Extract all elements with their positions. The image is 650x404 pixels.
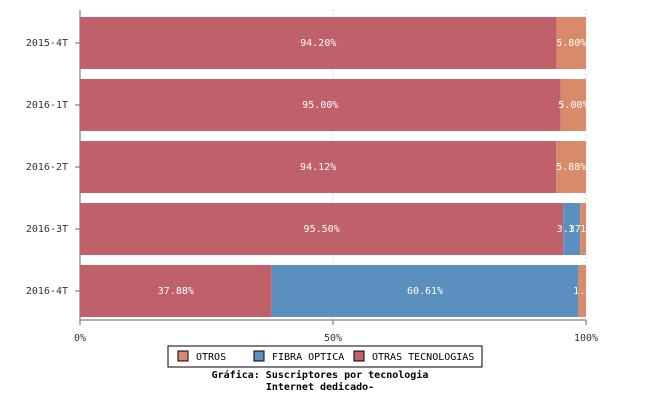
legend-swatch [253, 350, 265, 362]
bar-segment [80, 203, 564, 255]
bar-segment [556, 17, 586, 69]
bar-segment [80, 141, 557, 193]
y-tick-label: 2015-4T [26, 38, 68, 49]
data-label: 94.20% [300, 38, 336, 49]
data-label: 3.37% [557, 224, 587, 235]
bar-segment [271, 265, 579, 317]
chart-title: Gráfica: Suscriptores por tecnologia [212, 369, 429, 381]
bar-segment [578, 265, 586, 317]
data-label: 60.61% [407, 286, 443, 297]
legend-swatch [177, 350, 189, 362]
y-tick-label: 2016-2T [26, 162, 68, 173]
data-label: 5.80% [556, 38, 586, 49]
bar-segment [80, 265, 272, 317]
x-tick-label: 100% [574, 333, 598, 344]
bar-segment [80, 17, 557, 69]
data-label: 94.12% [300, 162, 336, 173]
data-label: 95.50% [304, 224, 340, 235]
y-tick-label: 2016-1T [26, 100, 68, 111]
bar-segment [80, 79, 561, 131]
x-tick-label: 50% [324, 333, 342, 344]
x-tick-label: 0% [74, 333, 86, 344]
data-label: 1.5 [573, 286, 591, 297]
y-tick-label: 2016-4T [26, 286, 68, 297]
legend-swatch [353, 350, 365, 362]
bar-segment [560, 79, 586, 131]
legend-label: OTROS [196, 352, 226, 363]
bar-segment [563, 203, 581, 255]
data-label: 5.88% [556, 162, 586, 173]
bar-segment [556, 141, 586, 193]
bar-segment [580, 203, 586, 255]
data-label: 5.00% [558, 100, 588, 111]
data-label: 37.88% [158, 286, 194, 297]
y-tick-label: 2016-3T [26, 224, 68, 235]
legend-box [167, 345, 483, 368]
chart-subtitle: Internet dedicado- [266, 381, 374, 393]
data-label: 95.00% [302, 100, 338, 111]
legend-label: FIBRA OPTICA [272, 352, 344, 363]
data-label: 1.13% [568, 224, 598, 235]
legend-label: OTRAS TECNOLOGIAS [372, 352, 474, 363]
